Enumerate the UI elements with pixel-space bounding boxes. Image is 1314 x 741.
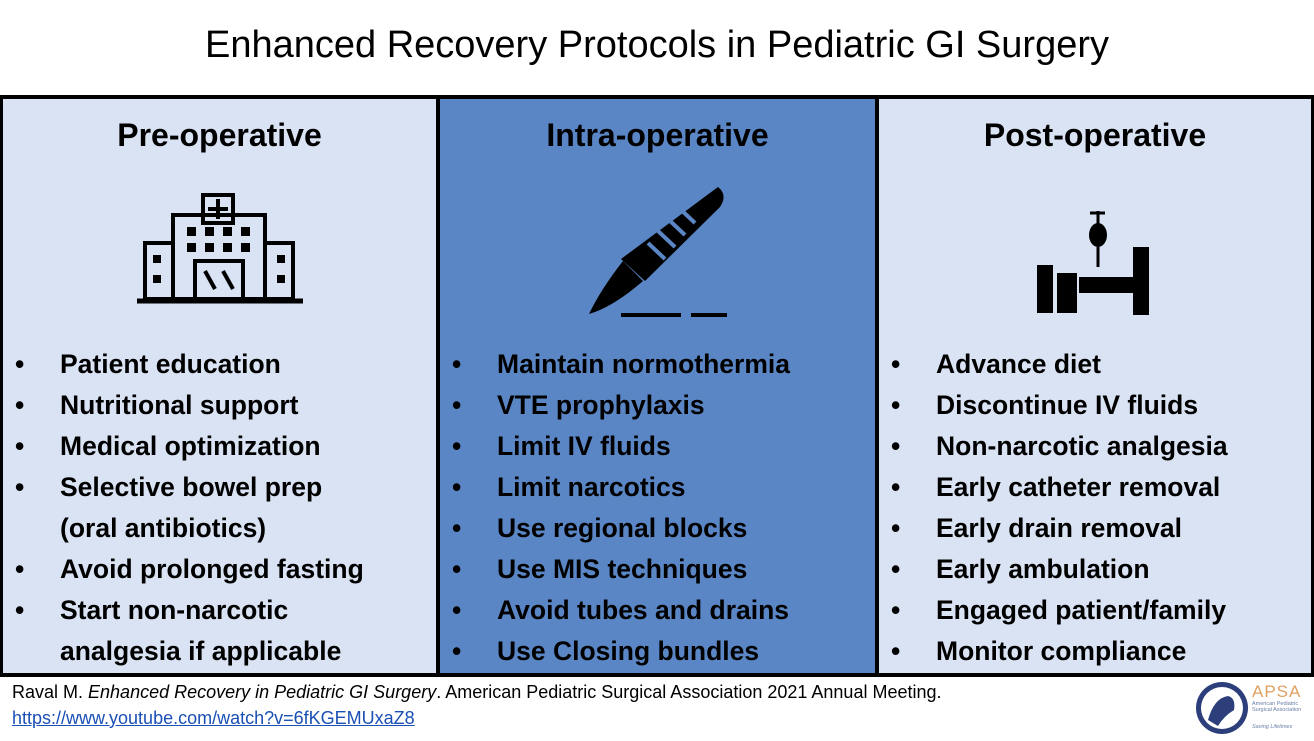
bullet-item: • Avoid prolonged fasting <box>3 549 436 590</box>
bullet-text: Limit IV fluids <box>497 431 671 461</box>
bullet-item: • Advance diet <box>879 344 1311 385</box>
columns-panel: Pre-operative • Patient education • Nutriti… <box>0 95 1314 677</box>
scalpel-icon <box>588 187 727 317</box>
bullet-item: • Early drain removal <box>879 508 1311 549</box>
bullet-dot: • <box>891 390 901 420</box>
bullet-item: • Early catheter removal <box>879 467 1311 508</box>
bullet-item: • Engaged patient/family <box>879 590 1311 631</box>
bullet-text: Avoid tubes and drains <box>497 595 790 625</box>
bullet-text: Early drain removal <box>936 513 1182 543</box>
bullet-text: Start non-narcotic <box>60 595 289 625</box>
bullet-text: Monitor compliance <box>936 636 1187 666</box>
bullet-text: VTE prophylaxis <box>497 390 705 420</box>
bullet-list: • Patient education • Nutritional support • M… <box>3 344 436 672</box>
citation-link[interactable]: https://www.youtube.com/watch?v=6fKGEMUx… <box>12 708 415 728</box>
bullet-dot: • <box>891 554 901 584</box>
bullet-item: • Start non-narcotic analgesia if applicab… <box>3 590 436 672</box>
bullet-text: Use Closing bundles <box>497 636 760 666</box>
bullet-text: analgesia if applicable <box>60 636 342 666</box>
logo-name: American Pediatric Surgical Association <box>1252 701 1302 713</box>
bullet-dot: • <box>15 595 25 625</box>
bullet-item: • Early ambulation <box>879 549 1311 590</box>
bullet-text: Discontinue IV fluids <box>936 390 1199 420</box>
bullet-item: • Limit narcotics <box>440 467 875 508</box>
citation-rest: . American Pediatric Surgical Associatio… <box>436 682 942 702</box>
bullet-dot: • <box>891 636 901 666</box>
bullet-text: Advance diet <box>936 349 1101 379</box>
bullet-text: Limit narcotics <box>497 472 686 502</box>
column-heading: Intra-operative <box>546 117 769 153</box>
bullet-item: • Discontinue IV fluids <box>879 385 1311 426</box>
column: Post-operative • Advance diet • Discontinue… <box>879 99 1311 673</box>
bullet-item: • Nutritional support <box>3 385 436 426</box>
bullet-list: • Maintain normothermia • VTE prophylaxis • L… <box>440 344 875 672</box>
logo-emblem <box>1196 682 1248 734</box>
bullet-dot: • <box>891 513 901 543</box>
iv-bed-icon <box>1037 211 1149 315</box>
bullet-item: • VTE prophylaxis <box>440 385 875 426</box>
bullet-dot: • <box>452 595 462 625</box>
bullet-dot: • <box>15 349 25 379</box>
bullet-item: • Use Closing bundles <box>440 631 875 672</box>
column: Pre-operative • Patient education • Nutriti… <box>3 99 436 673</box>
column: Intra-operative • Maintain normothermia • V… <box>436 99 879 673</box>
bullet-dot: • <box>891 595 901 625</box>
bullet-dot: • <box>452 431 462 461</box>
bullet-text: Early catheter removal <box>936 472 1221 502</box>
citation-author: Raval M. <box>12 682 89 702</box>
bullet-dot: • <box>15 554 25 584</box>
bullet-item: • Use regional blocks <box>440 508 875 549</box>
bullet-item: • Selective bowel prep (oral antibiotics) <box>3 467 436 549</box>
bullet-item: • Non-narcotic analgesia <box>879 426 1311 467</box>
bullet-text: Selective bowel prep <box>60 472 323 502</box>
bullet-text: Maintain normothermia <box>497 349 791 379</box>
bullet-text: Non-narcotic analgesia <box>936 431 1228 461</box>
bullet-dot: • <box>15 390 25 420</box>
bullet-dot: • <box>891 431 901 461</box>
bullet-item: • Patient education <box>3 344 436 385</box>
bullet-text: Nutritional support <box>60 390 299 420</box>
bullet-text: Engaged patient/family <box>936 595 1227 625</box>
bullet-text: Use MIS techniques <box>497 554 748 584</box>
bullet-dot: • <box>452 390 462 420</box>
bullet-text: (oral antibiotics) <box>60 513 267 543</box>
hospital-icon <box>136 193 303 304</box>
bullet-dot: • <box>452 472 462 502</box>
bullet-item: • Maintain normothermia <box>440 344 875 385</box>
bullet-item: • Limit IV fluids <box>440 426 875 467</box>
bullet-item: • Avoid tubes and drains <box>440 590 875 631</box>
bullet-dot: • <box>891 349 901 379</box>
citation-work: Enhanced Recovery in Pediatric GI Surger… <box>88 682 437 702</box>
bullet-item: • Medical optimization <box>3 426 436 467</box>
bullet-dot: • <box>452 349 462 379</box>
bullet-text: Patient education <box>60 349 281 379</box>
slide-title: Enhanced Recovery Protocols in Pediatric… <box>205 24 1109 66</box>
logo-tagline: Saving Lifetimes <box>1252 724 1293 730</box>
bullet-text: Avoid prolonged fasting <box>60 554 364 584</box>
bullet-dot: • <box>15 431 25 461</box>
logo-abbr: APSA <box>1252 682 1302 701</box>
bullet-text: Early ambulation <box>936 554 1150 584</box>
bullet-dot: • <box>452 636 462 666</box>
bullet-dot: • <box>452 554 462 584</box>
bullet-dot: • <box>452 513 462 543</box>
bullet-dot: • <box>891 472 901 502</box>
bullet-text: Medical optimization <box>60 431 321 461</box>
bullet-item: • Monitor compliance <box>879 631 1311 672</box>
apsa-logo: APSA American Pediatric Surgical Associa… <box>1194 680 1312 736</box>
column-heading: Pre-operative <box>117 117 322 153</box>
column-heading: Post-operative <box>983 117 1207 153</box>
bullet-item: • Use MIS techniques <box>440 549 875 590</box>
bullet-dot: • <box>15 472 25 502</box>
bullet-list: • Advance diet • Discontinue IV fluids • Non-… <box>879 344 1311 672</box>
citation: Raval M. Enhanced Recovery in Pediatric … <box>12 682 942 703</box>
bullet-text: Use regional blocks <box>497 513 748 543</box>
